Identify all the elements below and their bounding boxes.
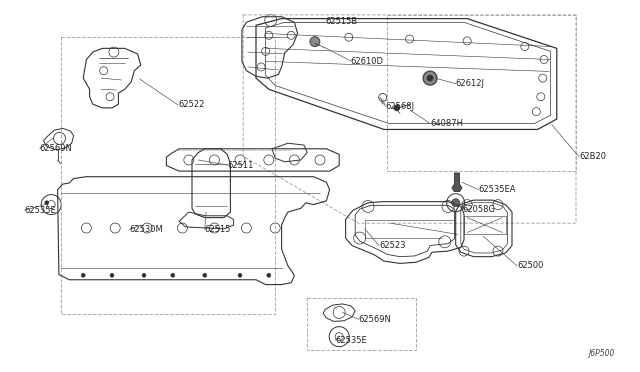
Text: 62530M: 62530M (129, 225, 163, 234)
Text: 62535EA: 62535EA (479, 185, 516, 194)
Circle shape (203, 273, 207, 277)
Text: 62511: 62511 (228, 161, 254, 170)
Circle shape (427, 75, 433, 81)
Circle shape (267, 273, 271, 277)
Circle shape (81, 273, 85, 277)
Circle shape (423, 71, 437, 85)
Text: 62523: 62523 (379, 241, 405, 250)
Circle shape (238, 273, 242, 277)
Text: 64087H: 64087H (430, 119, 463, 128)
Text: J6P500: J6P500 (588, 349, 614, 358)
Circle shape (171, 273, 175, 277)
Circle shape (142, 273, 146, 277)
Text: 62515: 62515 (205, 225, 231, 234)
Circle shape (394, 105, 400, 111)
Circle shape (452, 199, 460, 207)
Text: 62522: 62522 (178, 100, 204, 109)
Polygon shape (452, 173, 462, 192)
Text: 62500: 62500 (517, 262, 543, 270)
Text: 62612J: 62612J (456, 79, 484, 88)
Text: 62B20: 62B20 (579, 153, 606, 161)
Text: 62515B: 62515B (325, 17, 357, 26)
Text: 62569N: 62569N (40, 144, 72, 153)
Text: 62058G: 62058G (462, 205, 495, 214)
Circle shape (110, 273, 114, 277)
Circle shape (45, 201, 49, 205)
Text: 62610D: 62610D (351, 57, 384, 65)
Text: 62569N: 62569N (358, 315, 391, 324)
Circle shape (310, 37, 320, 46)
Text: 62568J: 62568J (385, 102, 415, 111)
Text: 62535E: 62535E (24, 206, 56, 215)
Text: 62535E: 62535E (335, 336, 367, 345)
